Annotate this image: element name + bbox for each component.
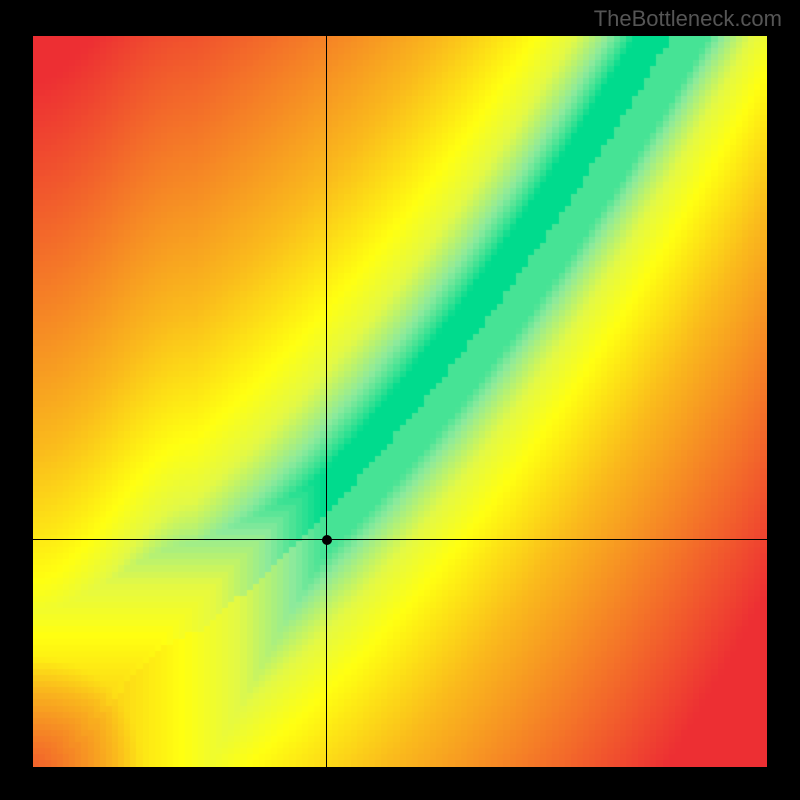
crosshair-vertical [326,36,327,767]
crosshair-horizontal [33,539,767,540]
bottleneck-heatmap [33,36,767,767]
marker-dot [322,535,332,545]
watermark-text: TheBottleneck.com [594,6,782,32]
